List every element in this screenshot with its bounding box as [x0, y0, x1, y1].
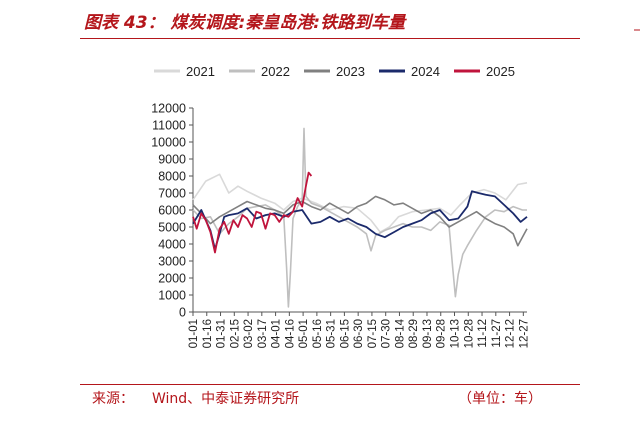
source-label: 来源： — [92, 391, 134, 407]
y-tick-label: 11000 — [152, 119, 186, 133]
x-tick-label: 01-16 — [202, 319, 214, 348]
figure-title: 图表 43： 煤炭调度:秦皇岛港:铁路到车量 — [84, 13, 406, 33]
title-rule — [80, 38, 580, 39]
series-line-2023 — [192, 195, 528, 247]
x-tick-label: 10-13 — [450, 319, 462, 348]
y-tick-label: 10000 — [151, 136, 186, 150]
y-tick-label: 7000 — [158, 187, 186, 201]
x-tick-label: 11-12 — [477, 319, 489, 348]
x-tick-label: 08-29 — [408, 319, 420, 348]
legend-label-2025: 2025 — [486, 64, 515, 79]
series-line-2022 — [192, 127, 527, 308]
x-tick-label: 09-28 — [436, 319, 448, 348]
y-tick-label: 9000 — [158, 153, 186, 167]
x-tick-label: 01-01 — [188, 319, 200, 348]
series-line-2024 — [192, 190, 528, 250]
x-tick-label: 02-15 — [229, 319, 241, 348]
y-tick-label: 6000 — [158, 204, 186, 218]
x-tick-label: 06-30 — [353, 319, 365, 348]
y-tick-label: 0 — [179, 306, 186, 320]
x-tick-label: 10-28 — [463, 319, 475, 348]
chart-series-lines — [192, 127, 528, 308]
y-tick-label: 5000 — [158, 221, 186, 235]
x-tick-label: 05-01 — [298, 319, 310, 348]
y-tick-label: 2000 — [158, 272, 186, 286]
x-tick-label: 11-27 — [491, 319, 503, 348]
x-tick-label: 05-16 — [312, 319, 324, 348]
source-note: 来源： Wind、中泰证券研究所 — [92, 388, 299, 408]
x-tick-label: 07-15 — [367, 319, 379, 348]
x-tick-label: 04-01 — [271, 319, 283, 348]
x-tick-label: 12-12 — [505, 319, 517, 348]
x-tick-label: 05-31 — [326, 319, 338, 348]
neighbor-panel-edge — [620, 8, 640, 38]
source-text: Wind、中泰证券研究所 — [152, 391, 300, 407]
line-chart: 2021 2022 2023 2024 2025 0 1000 2000 3000 4000 50… — [151, 64, 530, 349]
x-tick-label: 01-31 — [216, 319, 228, 348]
x-tick-label: 03-02 — [243, 319, 255, 348]
unit-note: （单位：车） — [458, 391, 542, 407]
y-tick-label: 1000 — [158, 289, 186, 303]
y-tick-label: 4000 — [158, 238, 186, 252]
x-tick-label: 12-27 — [518, 319, 530, 348]
x-tick-label: 08-14 — [394, 318, 406, 348]
chart-legend: 2021 2022 2023 2024 2025 — [154, 64, 515, 79]
series-line-2025 — [192, 171, 313, 254]
footer-rule — [80, 384, 580, 385]
x-tick-label: 04-16 — [284, 319, 296, 348]
y-tick-label: 12000 — [151, 102, 186, 116]
chart-axes: 0 1000 2000 3000 4000 5000 6000 7000 8000 9000 100… — [151, 102, 530, 349]
y-tick-label: 8000 — [158, 170, 186, 184]
legend-label-2024: 2024 — [411, 64, 440, 79]
x-tick-label: 06-15 — [339, 319, 351, 348]
legend-label-2021: 2021 — [186, 64, 215, 79]
x-tick-label: 09-13 — [422, 319, 434, 348]
x-tick-label: 07-30 — [381, 319, 393, 348]
legend-label-2023: 2023 — [336, 64, 365, 79]
legend-label-2022: 2022 — [261, 64, 290, 79]
x-tick-label: 03-17 — [257, 319, 269, 348]
y-tick-label: 3000 — [158, 255, 186, 269]
